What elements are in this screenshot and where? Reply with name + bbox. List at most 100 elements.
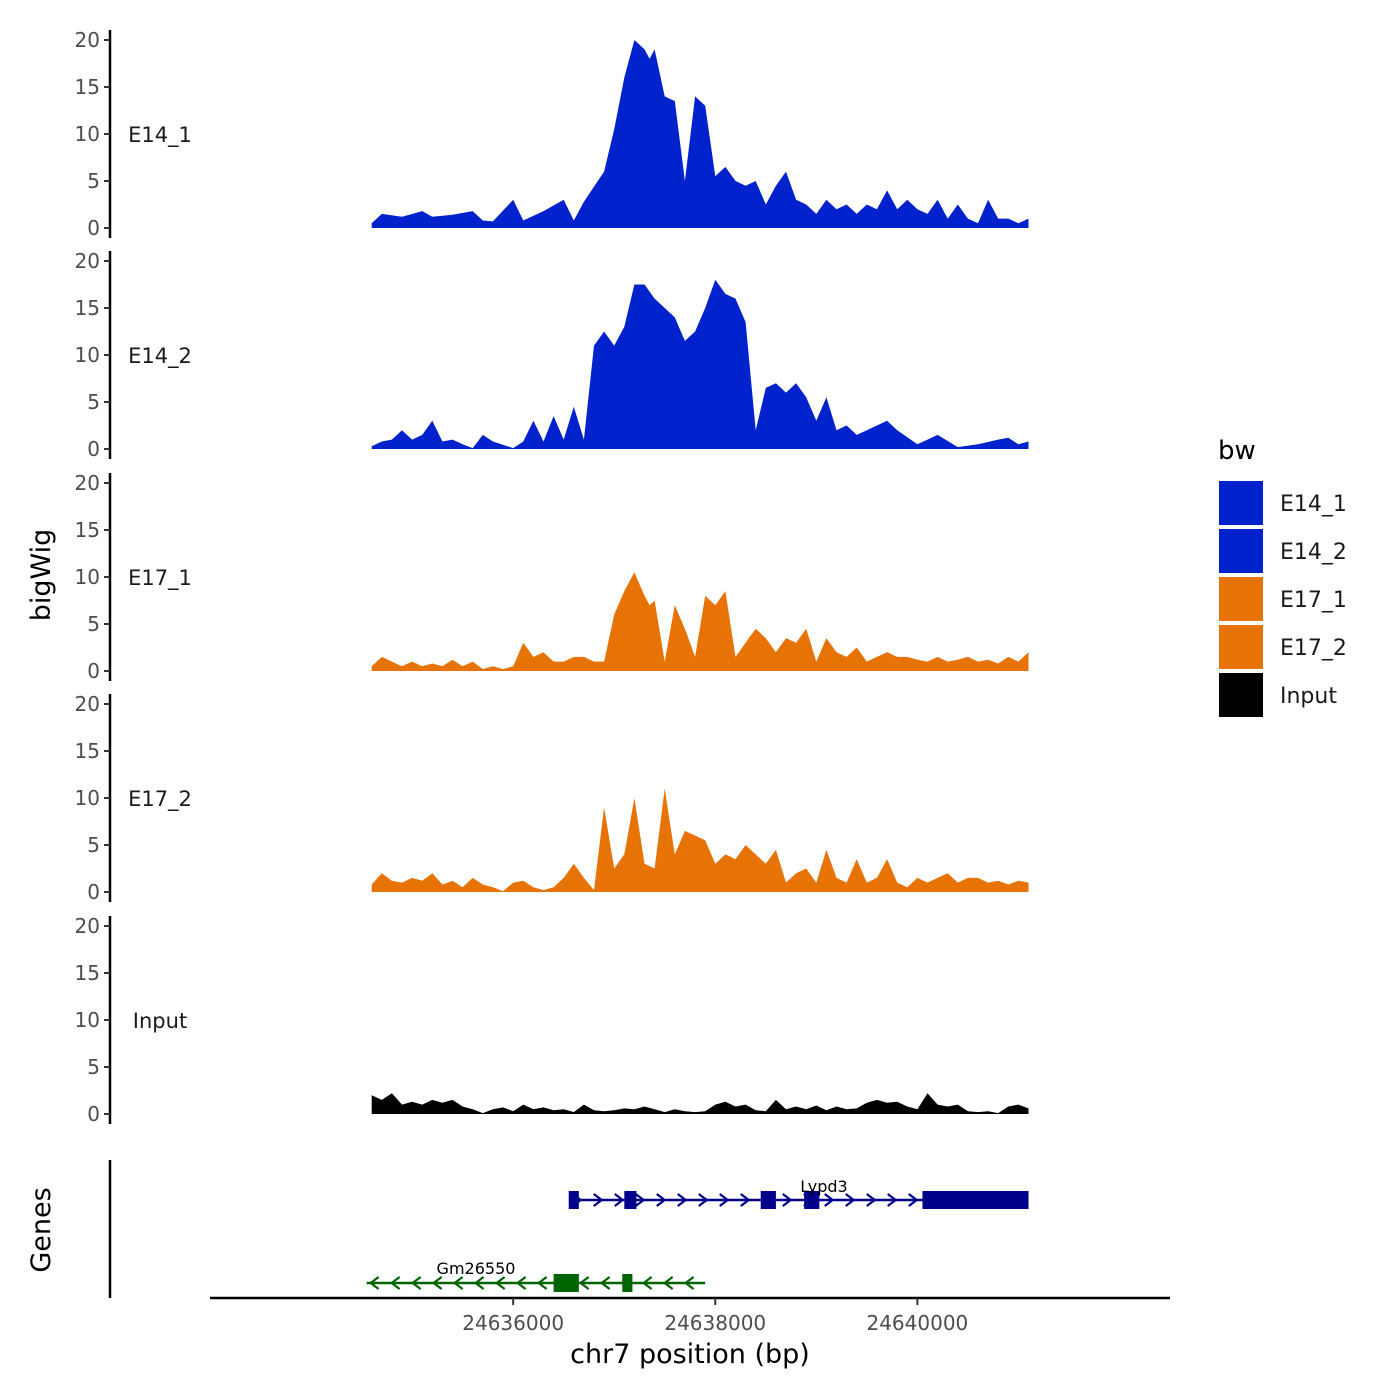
y-tick-label: 20 <box>75 249 100 273</box>
y-tick-label: 5 <box>87 1055 100 1079</box>
y-tick-label: 20 <box>75 28 100 52</box>
strand-arrow-icon <box>656 1193 667 1207</box>
y-tick-label: 10 <box>75 122 100 146</box>
track-E17_1: 0 5 10 15 20 E17_1 <box>75 471 1029 683</box>
strand-arrow-icon <box>866 1193 877 1207</box>
y-tick-label: 10 <box>75 565 100 589</box>
exon-block <box>624 1191 637 1209</box>
strand-arrow-icon <box>698 1193 709 1207</box>
legend-title: bw <box>1218 436 1256 466</box>
legend: bw E14_1 E14_2 E17_1 E17_2 Input <box>1217 436 1347 719</box>
strand-arrow-icon <box>473 1276 485 1290</box>
coverage-area-E14_1 <box>371 40 1029 228</box>
y-tick-label: 20 <box>75 692 100 716</box>
exon-block <box>622 1274 633 1292</box>
y-tick-label: 0 <box>87 216 100 240</box>
strand-arrow-icon <box>662 1276 674 1290</box>
strand-arrow-icon <box>740 1193 751 1207</box>
legend-swatch <box>1217 527 1265 575</box>
x-axis-title: chr7 position (bp) <box>570 1339 810 1370</box>
legend-label: E14_2 <box>1280 540 1347 565</box>
strand-arrow-icon <box>368 1276 380 1290</box>
legend-label: E17_2 <box>1280 636 1347 661</box>
legend-swatch <box>1217 479 1265 527</box>
gene-track: Lypd3 Gm26550 <box>108 1160 1029 1298</box>
strand-arrow-icon <box>845 1193 856 1207</box>
strand-arrow-icon <box>635 1193 646 1207</box>
gene-Lypd3: Lypd3 <box>568 1177 1029 1209</box>
legend-swatch <box>1217 575 1265 623</box>
strand-arrow-icon <box>824 1193 835 1207</box>
legend-label: Input <box>1280 684 1337 709</box>
y-tick-label: 20 <box>75 914 100 938</box>
track-E17_2: 0 5 10 15 20 E17_2 <box>75 692 1029 904</box>
track-label-E17_1: E17_1 <box>128 566 192 591</box>
strand-arrow-icon <box>908 1193 919 1207</box>
exon-block <box>922 1191 1029 1209</box>
legend-label: E17_1 <box>1280 588 1347 613</box>
genes-axis-title: Genes <box>26 1187 57 1272</box>
strand-arrow-icon <box>683 1276 695 1290</box>
y-tick-label: 0 <box>87 880 100 904</box>
track-E14_2: 0 5 10 15 20 E14_2 <box>75 249 1029 461</box>
y-tick-label: 0 <box>87 437 100 461</box>
track-label-E14_1: E14_1 <box>128 123 192 148</box>
coverage-tracks: 05101520E14_105101520E14_205101520E17_10… <box>75 28 1029 1126</box>
legend-label: E14_1 <box>1280 492 1347 517</box>
strand-arrow-icon <box>389 1276 401 1290</box>
strand-arrow-icon <box>452 1276 464 1290</box>
y-tick-label: 10 <box>75 343 100 367</box>
y-tick-label: 5 <box>87 612 100 636</box>
coverage-area-Input <box>371 1093 1029 1114</box>
track-label-Input: Input <box>133 1009 187 1033</box>
y-tick-label: 15 <box>75 961 100 985</box>
track-Input: 0 5 10 15 20 Input <box>75 914 1029 1126</box>
legend-swatch <box>1217 671 1265 719</box>
strand-arrow-icon <box>887 1193 898 1207</box>
x-axis: 24636000 24638000 24640000 <box>210 1296 1170 1335</box>
strand-arrow-icon <box>536 1276 548 1290</box>
gene-label: Lypd3 <box>800 1177 847 1196</box>
strand-arrow-icon <box>578 1276 590 1290</box>
coverage-area-E17_2 <box>371 788 1029 892</box>
track-label-E17_2: E17_2 <box>128 787 192 812</box>
y-tick-label: 15 <box>75 518 100 542</box>
y-tick-label: 0 <box>87 659 100 683</box>
strand-arrow-icon <box>593 1193 604 1207</box>
x-tick-label: 24636000 <box>462 1311 564 1335</box>
strand-arrow-icon <box>641 1276 653 1290</box>
strand-arrow-icon <box>614 1193 625 1207</box>
exon-block <box>568 1191 579 1209</box>
y-tick-label: 10 <box>75 1008 100 1032</box>
y-tick-label: 20 <box>75 471 100 495</box>
strand-arrow-icon <box>410 1276 422 1290</box>
y-tick-label: 5 <box>87 169 100 193</box>
coverage-area-E17_1 <box>371 572 1029 671</box>
coverage-area-E14_2 <box>371 279 1029 449</box>
y-tick-label: 15 <box>75 296 100 320</box>
exon-block <box>804 1191 820 1209</box>
legend-swatch <box>1217 623 1265 671</box>
strand-arrow-icon <box>782 1193 793 1207</box>
y-tick-label: 5 <box>87 390 100 414</box>
strand-arrow-icon <box>677 1193 688 1207</box>
y-tick-label: 5 <box>87 833 100 857</box>
exon-block <box>760 1191 776 1209</box>
strand-arrow-icon <box>431 1276 443 1290</box>
gene-label: Gm26550 <box>437 1259 516 1278</box>
strand-arrow-icon <box>599 1276 611 1290</box>
y-tick-label: 15 <box>75 75 100 99</box>
strand-arrow-icon <box>515 1276 527 1290</box>
track-label-E14_2: E14_2 <box>128 344 192 369</box>
track-E14_1: 0 5 10 15 20 E14_1 <box>75 28 1029 240</box>
strand-arrow-icon <box>719 1193 730 1207</box>
strand-arrow-icon <box>494 1276 506 1290</box>
y-tick-label: 10 <box>75 786 100 810</box>
x-tick-label: 24640000 <box>866 1311 968 1335</box>
x-tick-label: 24638000 <box>664 1311 766 1335</box>
gene-Gm26550: Gm26550 <box>366 1259 706 1292</box>
y-axis-title: bigWig <box>26 529 57 622</box>
exon-block <box>553 1274 579 1292</box>
y-tick-label: 15 <box>75 739 100 763</box>
